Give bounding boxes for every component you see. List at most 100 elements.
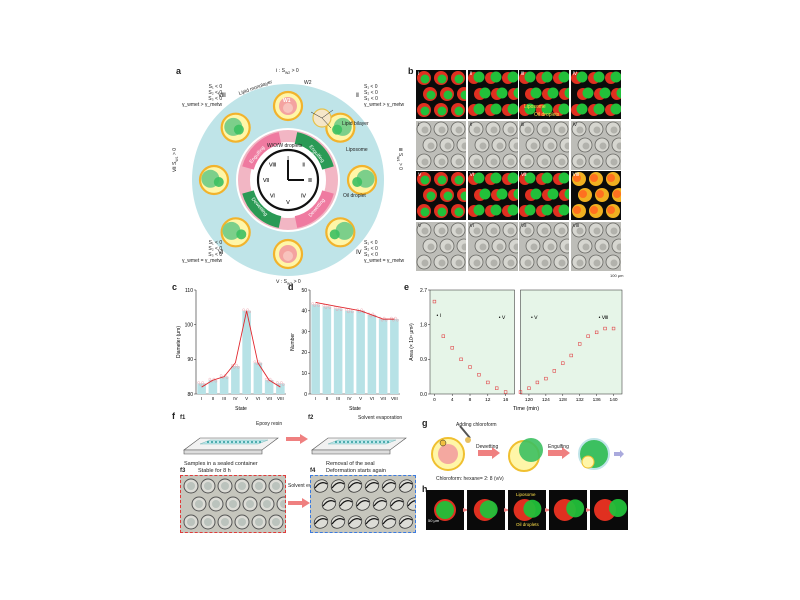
micrograph-numeral: Ⅵ <box>469 172 475 178</box>
oil-droplet-label: Oil droplet <box>343 193 366 199</box>
x-tick-label: VII <box>380 396 386 401</box>
annotation: • Ⅰ <box>436 313 441 319</box>
ineq-top-right: S₁ < 0 S₂ < 0 S₃ < 0 γ_wmet > γ_metw <box>364 84 405 108</box>
sequence-frame <box>549 490 587 530</box>
h-scale-label: 50 μm <box>428 518 440 523</box>
data-point <box>333 306 337 310</box>
x-tick-label: VI <box>370 396 374 401</box>
x-tick-label: 124 <box>542 397 550 403</box>
bg-right <box>520 290 622 394</box>
f3-to-f4-arrow <box>288 498 310 508</box>
brightfield-image: Ⅱ <box>467 120 518 170</box>
y-tick-label: 0.9 <box>420 357 427 363</box>
panel-b-scale: 100 μm <box>610 273 624 278</box>
x-tick-label: II <box>212 396 215 401</box>
f1-to-f2-arrow <box>286 434 308 444</box>
h-oil-label: Oil droplets <box>516 522 539 527</box>
y-tick-label: 100 <box>185 322 194 328</box>
clock-numeral: Ⅷ <box>269 162 277 168</box>
micrograph-numeral: Ⅷ <box>572 172 580 178</box>
x-tick-label: VIII <box>277 396 284 401</box>
bar <box>231 366 240 394</box>
brightfield-image: Ⅴ <box>416 221 466 271</box>
y-tick-label: 80 <box>187 392 193 398</box>
panel-label-h: h <box>422 484 428 494</box>
stage-vii-label: Ⅶ SW1 > 0 <box>172 147 179 172</box>
f3-micrograph <box>180 475 286 533</box>
annotation: • Ⅴ <box>499 315 506 321</box>
f1-caption: Samples in a sealed container <box>184 461 258 467</box>
g-ratio-label: Chloroform: hexane= 2: 8 (v/v) <box>436 476 504 482</box>
data-point <box>276 381 279 384</box>
panel-b-micrographs: Ⅰ Ⅱ Ⅲ Ⅳ Ⅰ Ⅱ Ⅲ Ⅳ Ⅴ Ⅵ Ⅶ Ⅷ Ⅴ Ⅵ Ⅶ Ⅷ <box>416 70 622 274</box>
f1-label: f1 <box>180 415 186 421</box>
f4-deform-label: Deformation starts again <box>326 468 386 474</box>
clock-numerals: Ⅰ Ⅱ Ⅲ Ⅳ Ⅴ Ⅵ Ⅶ Ⅷ <box>263 156 312 206</box>
micrograph-numeral: Ⅳ <box>572 71 578 77</box>
panel-h-sequence <box>426 490 628 530</box>
bar <box>333 308 343 394</box>
x-axis-label: Time (min) <box>513 406 539 412</box>
data-point <box>495 386 499 390</box>
data-point <box>477 373 481 377</box>
stage-v-label: Ⅴ : SW2 > 0 <box>276 279 301 286</box>
ring-droplet <box>272 90 304 122</box>
trend-line <box>315 302 395 320</box>
clock-numeral: Ⅰ <box>287 156 289 162</box>
bar <box>276 383 285 394</box>
panel-b-liposome-label: Liposome <box>524 104 546 110</box>
x-tick-label: III <box>336 396 340 401</box>
sequence-frame <box>508 490 546 530</box>
ring-droplet <box>220 112 251 143</box>
data-point <box>396 318 399 322</box>
arrow-top-right <box>294 132 334 170</box>
data-point <box>611 326 616 331</box>
f2-diagram <box>311 437 407 455</box>
fluorescence-image: Ⅷ <box>570 171 621 220</box>
data-point <box>264 377 268 381</box>
annotation: • Ⅷ <box>599 315 609 321</box>
data-point <box>248 310 251 314</box>
data-point <box>594 330 599 335</box>
y-tick-label: 50 <box>301 288 307 294</box>
data-point <box>223 374 227 377</box>
data-point <box>351 310 354 314</box>
stage-i-label: Ⅰ : SW2 > 0 <box>276 68 299 75</box>
bar <box>356 310 365 394</box>
bar <box>242 310 251 394</box>
data-point <box>586 334 590 338</box>
wow-label: W/O/W droplets <box>267 143 303 149</box>
data-point <box>544 376 548 381</box>
data-point <box>394 316 397 320</box>
y-tick-label: 20 <box>301 350 307 356</box>
clock-numeral: Ⅵ <box>270 194 275 200</box>
brightfield-image: Ⅶ <box>519 221 569 271</box>
x-tick-label: 8 <box>469 397 472 403</box>
data-point <box>208 377 212 381</box>
micrograph-numeral: Ⅰ <box>418 71 420 77</box>
x-tick-label: VI <box>256 396 260 401</box>
data-point <box>233 365 236 369</box>
x-tick-label: IV <box>347 396 351 401</box>
brightfield-image: Ⅲ <box>519 120 569 170</box>
data-point <box>518 390 523 394</box>
f4-micrograph <box>310 475 416 533</box>
ineq-top-left: S₁ < 0 S₂ < 0 S₃ < 0 γ_wmet > γ_metw <box>182 84 223 108</box>
x-tick-label: I <box>201 396 202 401</box>
clock-numeral: Ⅶ <box>263 178 270 184</box>
lipid-bilayer-label: Lipid bilayer <box>342 121 369 127</box>
w2-label: W2 <box>304 80 312 86</box>
micrograph-numeral: Ⅲ <box>521 121 525 128</box>
clock-numeral: Ⅴ <box>286 200 291 206</box>
f3-stable-label: Stable for 8 h <box>198 468 231 474</box>
data-point <box>242 308 245 312</box>
ring-droplets <box>198 90 378 270</box>
panel-label-e: e <box>404 282 410 292</box>
sequence-frame <box>590 490 628 530</box>
bar <box>322 306 332 394</box>
data-point <box>199 383 202 386</box>
bar <box>367 314 377 394</box>
y-tick-label: 10 <box>301 371 307 377</box>
fluorescence-image: Ⅱ <box>467 70 518 119</box>
